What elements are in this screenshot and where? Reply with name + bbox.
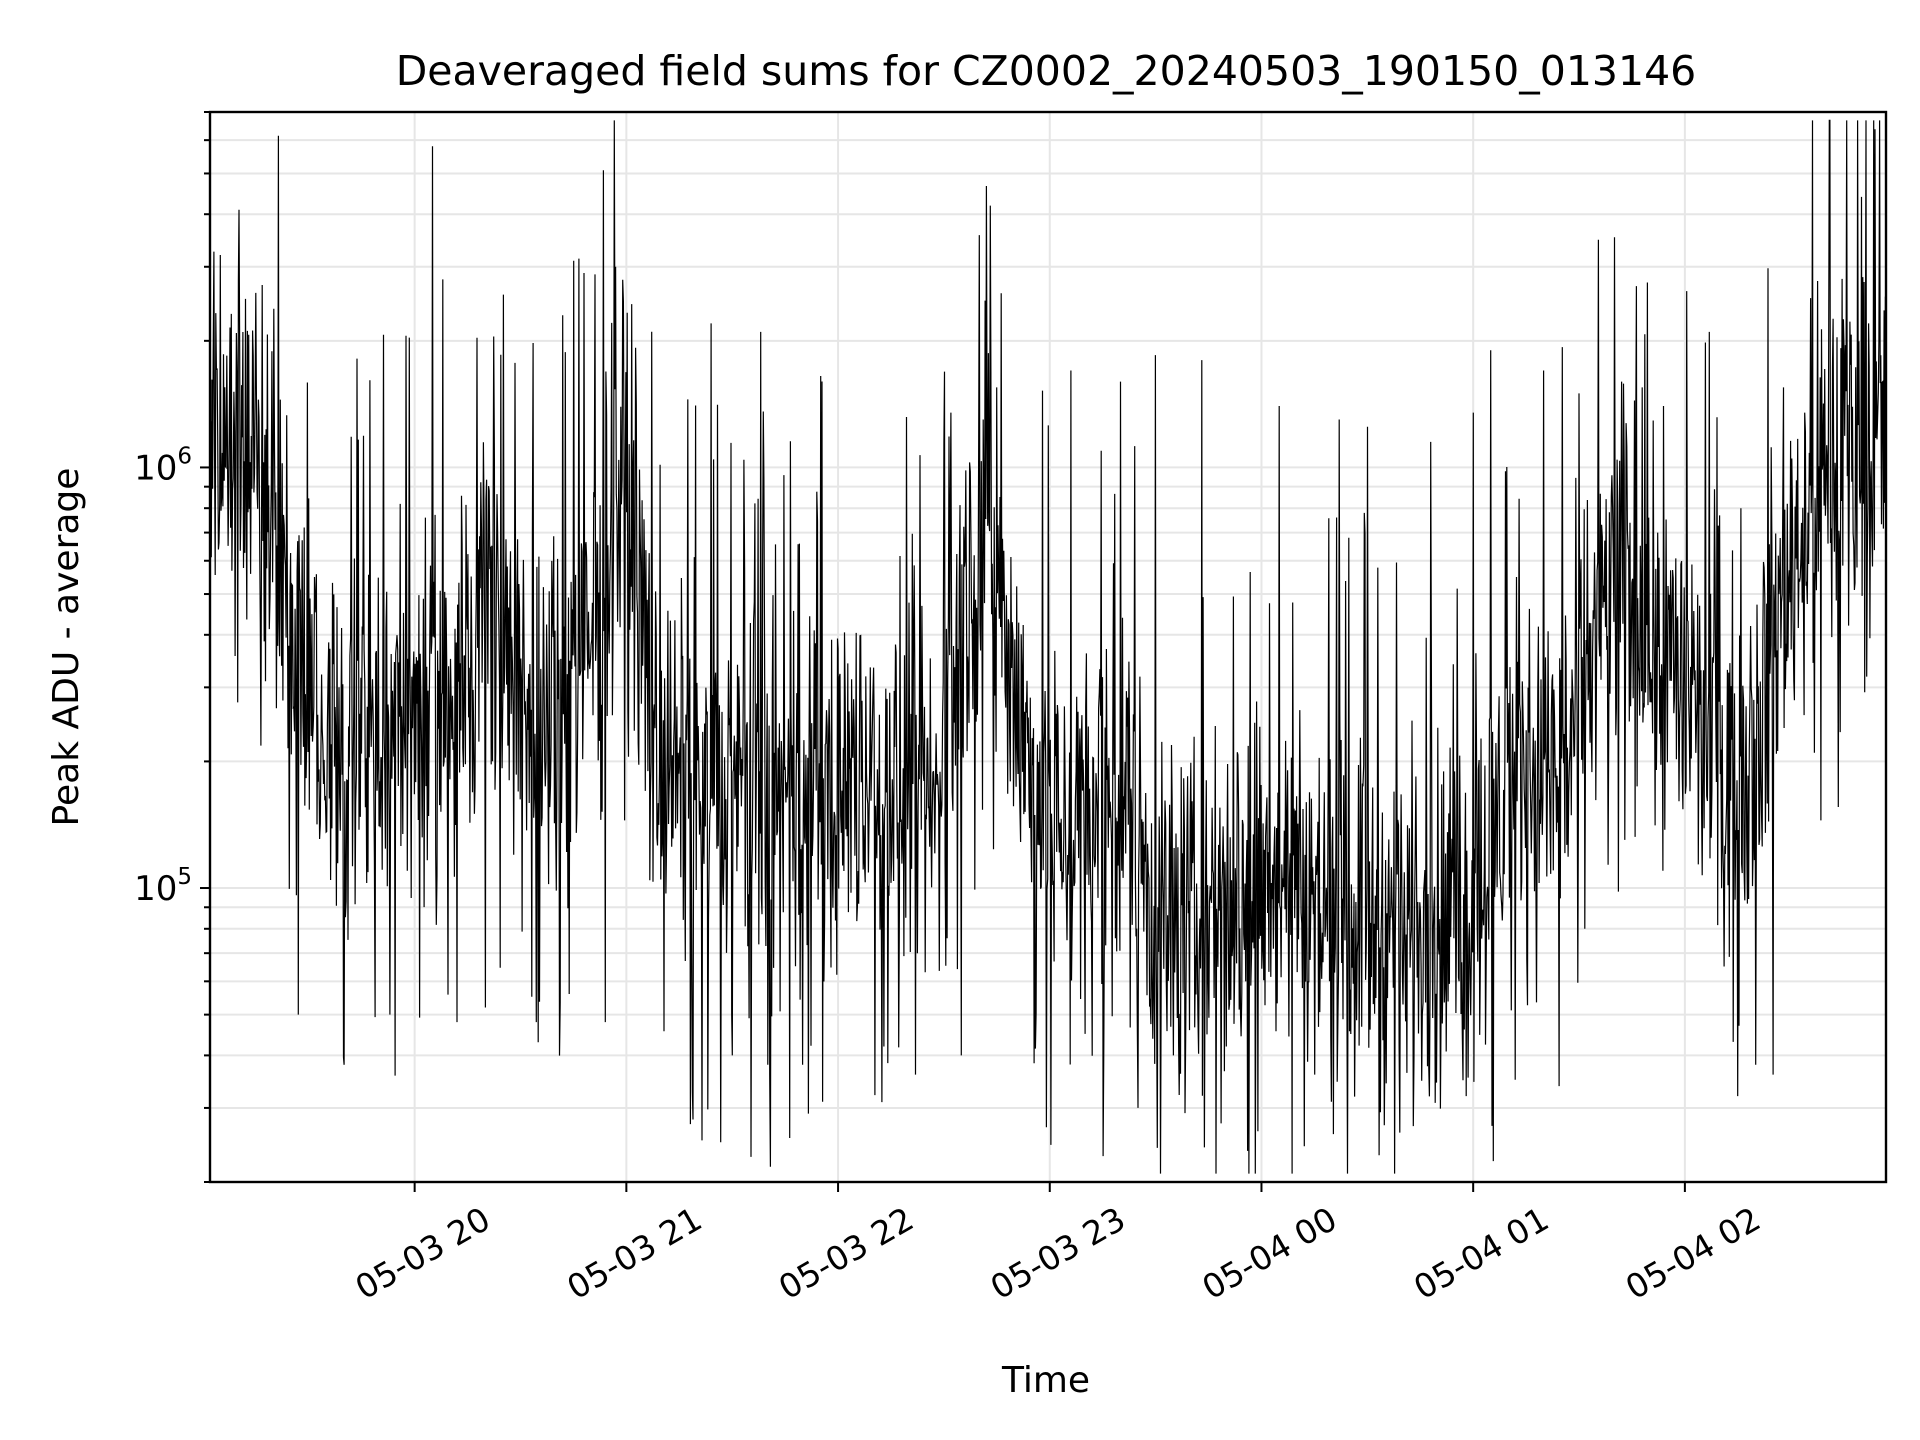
data-series — [209, 119, 1887, 1174]
x-axis-label: Time — [1001, 1360, 1090, 1401]
chart-title: Deaveraged field sums for CZ0002_2024050… — [396, 47, 1697, 95]
y-axis-ticks: 105 106 — [134, 111, 210, 1183]
y-tick-label: 106 — [134, 443, 192, 488]
y-tick-label: 105 — [134, 864, 192, 909]
series-line — [209, 119, 1887, 1174]
plot-frame — [208, 110, 1888, 1184]
y-axis-label: Peak ADU - average — [46, 468, 87, 827]
